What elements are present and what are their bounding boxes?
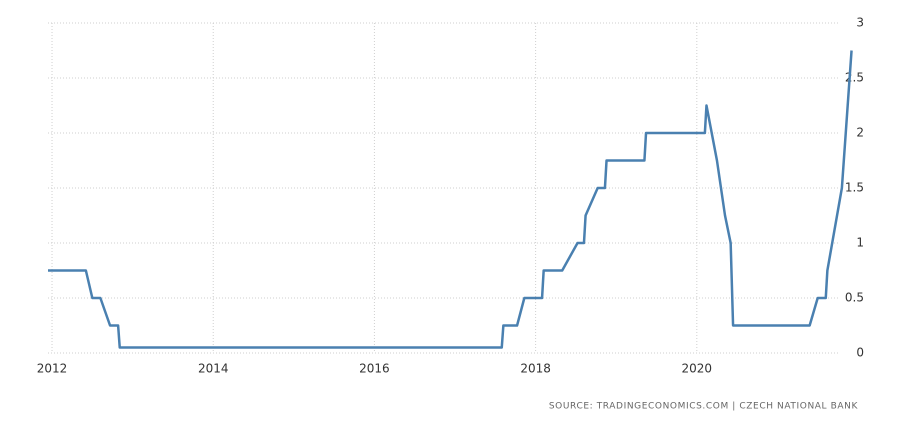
y-tick-label: 2 (856, 126, 864, 140)
x-tick-label: 2016 (359, 362, 390, 376)
x-tick-label: 2012 (37, 362, 68, 376)
x-tick-label: 2020 (682, 362, 713, 376)
y-tick-label: 0 (856, 346, 864, 360)
y-tick-label: 0.5 (845, 291, 864, 305)
y-tick-label: 2.5 (845, 71, 864, 85)
y-tick-label: 1 (856, 236, 864, 250)
y-tick-label: 1.5 (845, 181, 864, 195)
source-note: SOURCE: TRADINGECONOMICS.COM | CZECH NAT… (549, 402, 859, 412)
x-tick-label: 2018 (520, 362, 551, 376)
y-tick-label: 3 (856, 16, 864, 30)
data-line (48, 50, 853, 349)
x-tick-label: 2014 (198, 362, 229, 376)
